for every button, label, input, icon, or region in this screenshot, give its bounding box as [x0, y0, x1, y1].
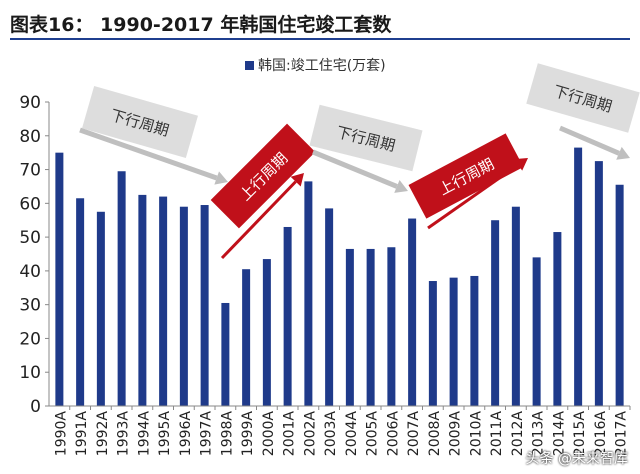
cycle-band — [309, 104, 423, 172]
cycle-annotation-up: 上行周期 — [210, 123, 316, 260]
cycle-annotation-down: 下行周期 — [79, 85, 228, 185]
bar — [200, 205, 209, 406]
x-axis: 1990A 1991A 1992A 1993A 1994A 1995A 1996A 1997A… — [49, 405, 631, 457]
x-tick-label: 2004A — [344, 411, 360, 457]
cycle-arrow-head — [290, 173, 304, 187]
bar — [594, 161, 603, 406]
legend-label: 韩国:竣工住宅(万套) — [258, 58, 386, 74]
bar — [366, 248, 375, 406]
x-tick-label: 1996A — [178, 411, 194, 457]
x-tick-label: 2010A — [468, 411, 484, 457]
x-tick-label: 1995A — [157, 411, 173, 457]
cycle-arrow-head — [394, 179, 408, 193]
bar — [138, 194, 147, 406]
bar — [96, 211, 105, 406]
bar — [553, 232, 562, 406]
bar — [242, 269, 251, 406]
y-tick-label: 50 — [19, 228, 41, 248]
y-tick-label: 10 — [19, 363, 41, 383]
bar — [387, 247, 396, 406]
x-tick-label: 2017A — [614, 411, 630, 457]
x-tick-label: 1998A — [219, 411, 235, 457]
cycle-band — [82, 85, 198, 159]
bar — [428, 281, 437, 406]
x-tick-label: 1991A — [74, 411, 90, 457]
title-divider — [10, 38, 630, 40]
cycle-band — [210, 123, 316, 229]
x-tick-label: 2012A — [510, 411, 526, 457]
y-tick-label: 20 — [19, 329, 41, 349]
x-tick-label: 2016A — [593, 411, 609, 457]
bar — [325, 208, 334, 406]
y-axis: 0 10 20 30 40 50 60 70 80 90 — [19, 93, 50, 417]
x-tick-label: 2011A — [489, 411, 505, 457]
bar — [262, 259, 271, 406]
watermark: 头条 @未来智库 — [525, 451, 628, 467]
y-tick-label: 70 — [19, 161, 41, 181]
bar — [179, 206, 188, 406]
x-tick-label: 2006A — [385, 411, 401, 457]
x-tick-label: 2008A — [427, 411, 443, 457]
x-tick-label: 1992A — [95, 411, 111, 457]
legend-swatch — [245, 61, 254, 70]
x-tick-label: 1994A — [136, 411, 152, 457]
bar — [117, 171, 126, 406]
x-tick-label: 1993A — [116, 411, 132, 457]
bar — [470, 275, 479, 406]
bar — [55, 152, 64, 406]
x-tick-label: 2002A — [302, 411, 318, 457]
bar — [449, 277, 458, 406]
x-tick-label: 2000A — [261, 411, 277, 457]
bar — [283, 226, 292, 406]
bar — [159, 196, 168, 406]
bar — [574, 147, 583, 406]
x-tick-label: 2005A — [365, 411, 381, 457]
x-tick-label: 1990A — [53, 411, 69, 457]
cycle-annotation-down: 下行周期 — [309, 104, 423, 193]
x-tick-label: 1997A — [199, 411, 215, 457]
x-tick-label: 2001A — [282, 411, 298, 457]
bar — [345, 248, 354, 406]
y-tick-label: 0 — [30, 397, 41, 417]
y-tick-label: 80 — [19, 127, 41, 147]
cycle-arrow-shaft — [559, 125, 620, 156]
chart-title: 图表16： 1990-2017 年韩国住宅竣工套数 — [10, 14, 392, 36]
y-tick-label: 30 — [19, 296, 41, 316]
bar — [408, 218, 417, 406]
y-tick-label: 60 — [19, 194, 41, 214]
x-tick-label: 2003A — [323, 411, 339, 457]
x-tick-label: 1999A — [240, 411, 256, 457]
x-tick-label: 2007A — [406, 411, 422, 457]
bar — [221, 302, 230, 406]
y-tick-label: 40 — [19, 262, 41, 282]
x-tick-label: 2015A — [572, 411, 588, 457]
cycle-arrow-shaft — [312, 149, 398, 189]
bar — [304, 181, 313, 406]
bar — [76, 198, 85, 406]
cycle-arrow-head — [616, 146, 630, 160]
legend: 韩国:竣工住宅(万套) — [245, 58, 386, 74]
cycle-annotation-down: 下行周期 — [526, 63, 640, 160]
x-tick-label: 2014A — [551, 411, 567, 457]
bars — [55, 147, 624, 406]
bar — [491, 220, 500, 406]
bar — [532, 257, 541, 406]
cycle-band — [526, 63, 640, 133]
bar — [615, 184, 624, 406]
x-tick-label: 2009A — [448, 411, 464, 457]
cycle-arrow-shaft — [79, 127, 218, 181]
cycle-arrow-head — [214, 171, 228, 185]
y-tick-label: 90 — [19, 93, 41, 113]
x-tick-label: 2013A — [531, 411, 547, 457]
cycle-arrow-shaft — [220, 180, 297, 260]
bar — [511, 206, 520, 406]
cycle-annotation-up: 上行周期 — [408, 133, 528, 230]
cycle-band — [408, 133, 524, 219]
